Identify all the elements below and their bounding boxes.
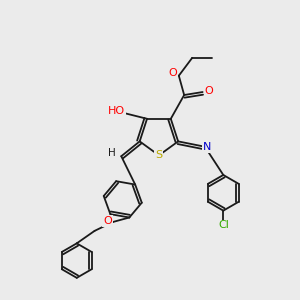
Text: HO: HO bbox=[108, 106, 125, 116]
Text: O: O bbox=[168, 68, 177, 78]
Text: H: H bbox=[109, 148, 116, 158]
Text: N: N bbox=[203, 142, 212, 152]
Text: O: O bbox=[103, 216, 112, 226]
Text: O: O bbox=[205, 85, 214, 96]
Text: Cl: Cl bbox=[218, 220, 229, 230]
Text: S: S bbox=[155, 150, 163, 160]
